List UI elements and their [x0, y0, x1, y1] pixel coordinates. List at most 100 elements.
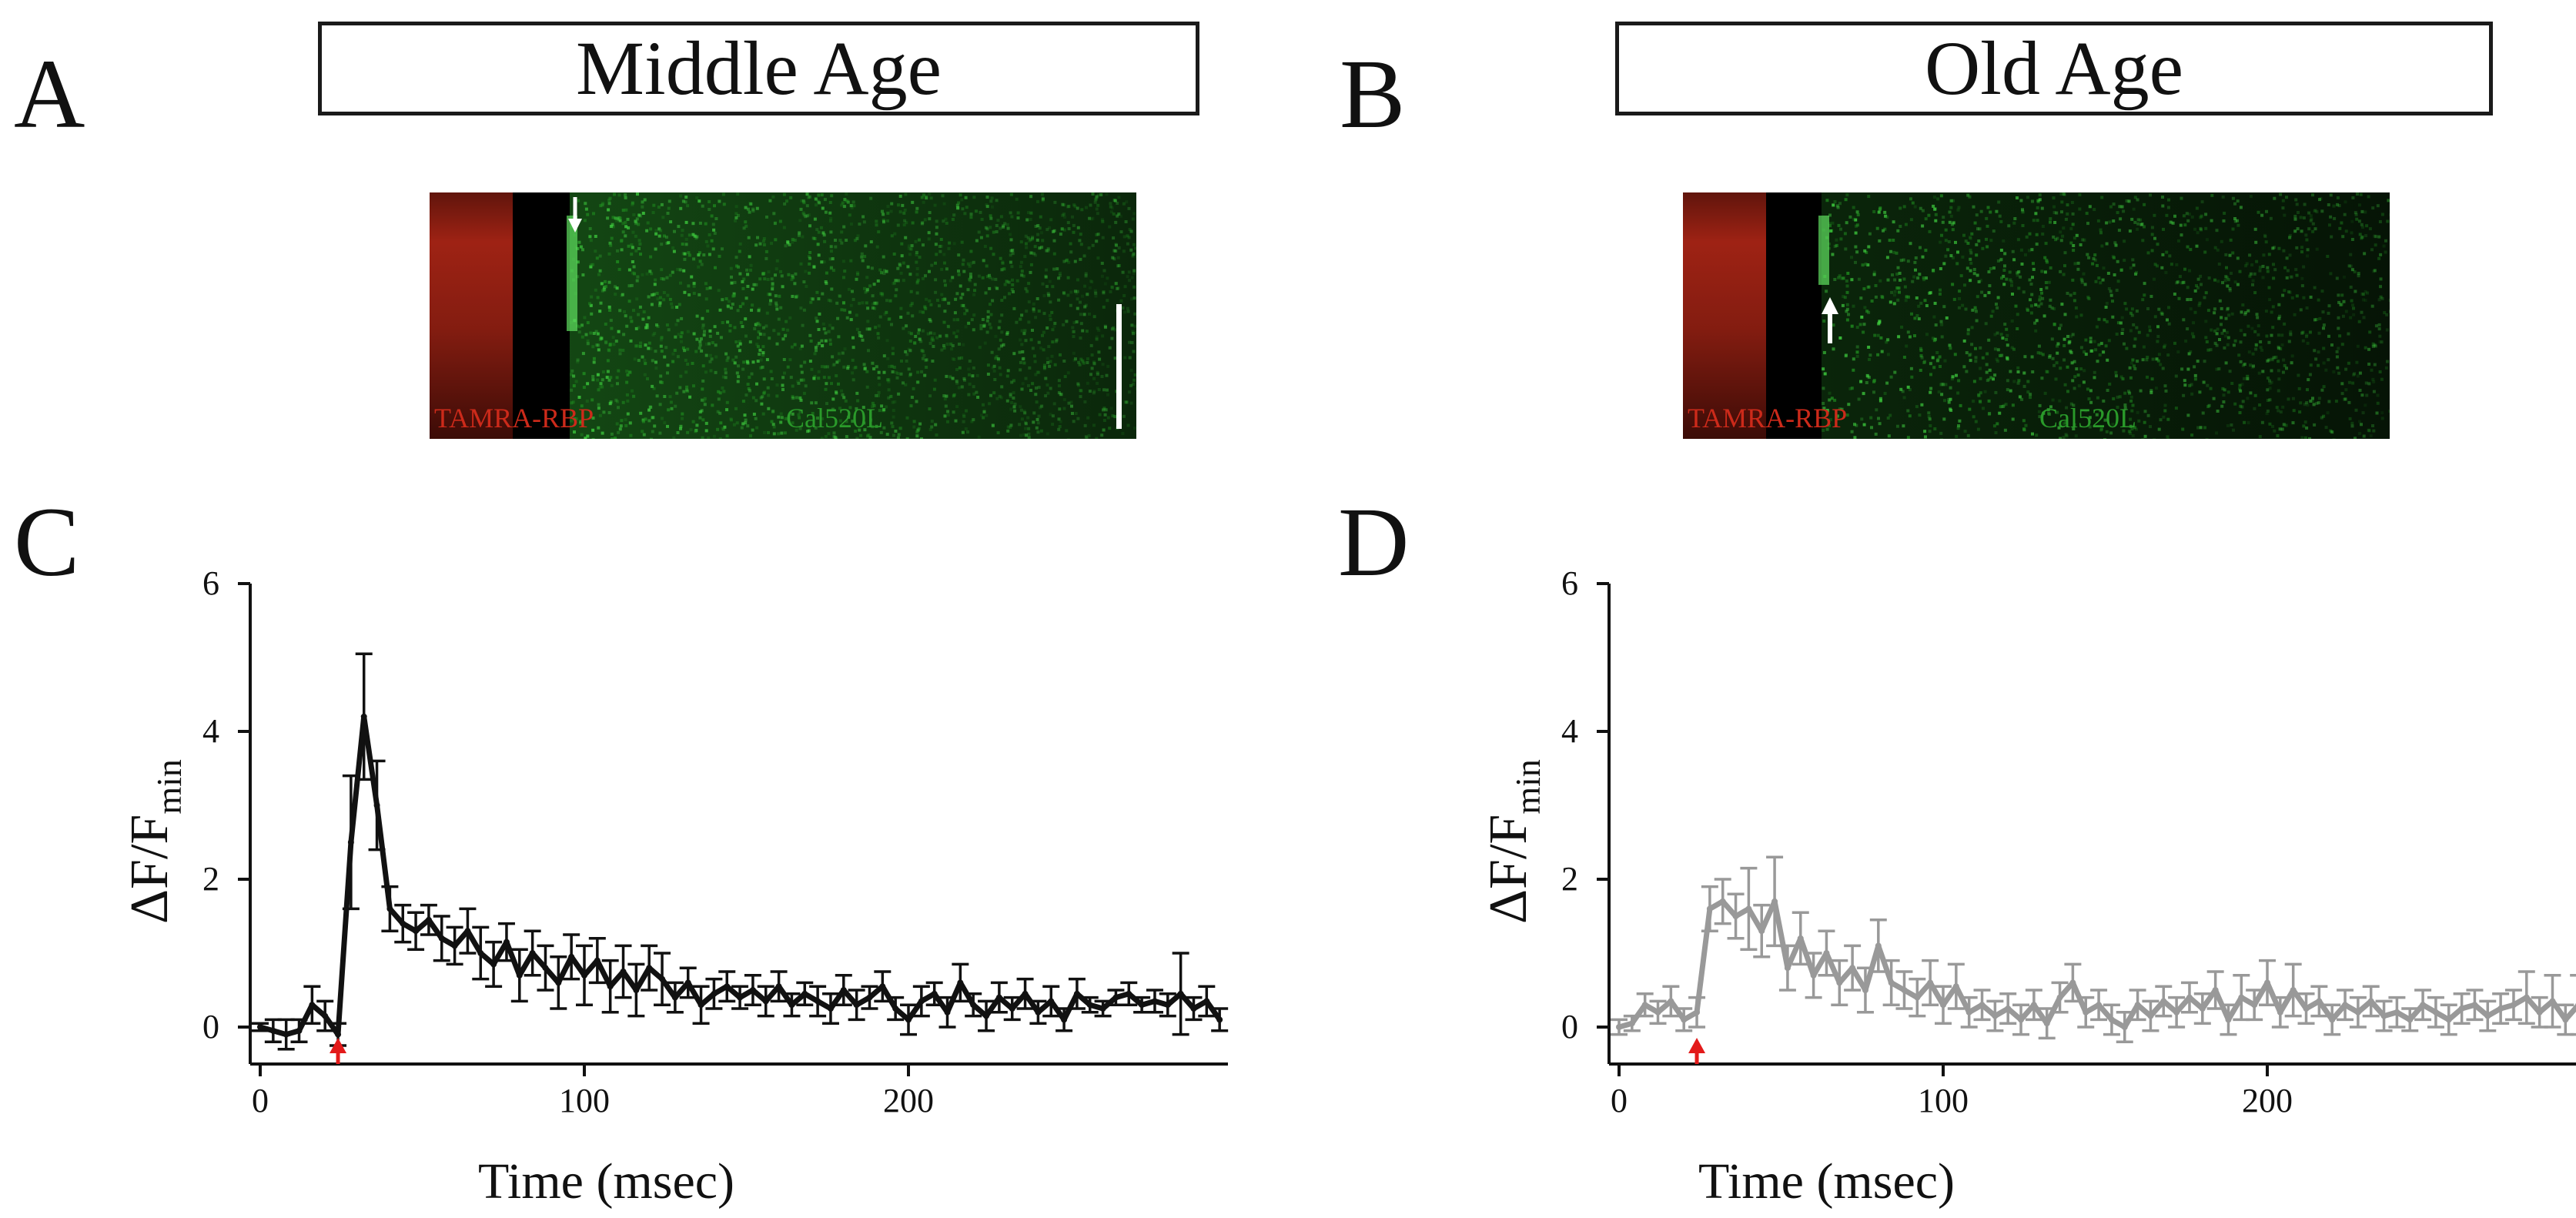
- data-point: [2536, 1009, 2543, 1016]
- data-point: [309, 1002, 316, 1009]
- data-point: [283, 1031, 289, 1038]
- calcium-wavefront: [1818, 216, 1829, 285]
- data-point: [400, 920, 406, 927]
- tamra-rbp-label: TAMRA-RBP: [434, 403, 594, 433]
- y-axis-label: ΔF/Fmin: [1479, 759, 1547, 924]
- data-point: [1681, 1016, 1688, 1023]
- data-point: [1810, 972, 1817, 979]
- error-bars: [1611, 855, 2576, 1043]
- data-point: [2407, 1016, 2414, 1023]
- data-point: [1849, 965, 1856, 972]
- white-arrow-head-icon: [568, 219, 582, 233]
- data-point: [918, 998, 925, 1005]
- data-point: [983, 1012, 990, 1019]
- data-point: [2147, 1012, 2154, 1019]
- data-point: [594, 957, 601, 964]
- panel-letter-b: B: [1340, 39, 1406, 149]
- data-point: [1139, 1002, 1146, 1009]
- data-point: [2458, 1006, 2465, 1012]
- data-point: [347, 839, 354, 845]
- y-axis-label-subscript: min: [149, 759, 189, 815]
- data-point: [1022, 990, 1029, 997]
- old-age-title: Old Age: [1924, 25, 2184, 111]
- data-point: [724, 983, 731, 990]
- data-point: [2445, 1016, 2452, 1023]
- data-point: [1009, 1006, 1015, 1012]
- middle-age-linescan-image: TAMRA-RBP Cal520L: [430, 192, 1136, 439]
- data-point: [2083, 1009, 2089, 1016]
- data-point: [2329, 1016, 2336, 1023]
- data-point: [684, 979, 691, 986]
- fluorescence-speckle: [570, 192, 1136, 439]
- y-axis-label-main: ΔF/F: [1479, 815, 1538, 924]
- data-point: [2562, 1016, 2569, 1023]
- data-point: [1099, 1006, 1106, 1012]
- y-axis-label-main: ΔF/F: [120, 815, 179, 924]
- data-point: [1979, 1002, 1986, 1009]
- data-point: [1784, 965, 1791, 972]
- data-point: [931, 990, 938, 997]
- red-channel-band: [1683, 192, 1766, 439]
- data-point: [1126, 990, 1132, 997]
- data-point: [840, 987, 847, 993]
- data-point: [360, 713, 367, 720]
- y-axis-label: ΔF/Fmin: [120, 759, 189, 924]
- data-point: [542, 965, 549, 972]
- data-point: [1797, 935, 1804, 942]
- data-point: [711, 990, 718, 997]
- data-point: [1151, 998, 1158, 1005]
- data-point: [2043, 1020, 2050, 1027]
- data-point: [438, 935, 445, 942]
- data-point: [2186, 994, 2193, 1001]
- data-point: [1177, 990, 1184, 997]
- data-point: [2367, 998, 2374, 1005]
- data-point: [386, 905, 393, 912]
- data-point: [529, 950, 536, 956]
- data-point: [944, 1009, 951, 1016]
- chart-d: 0 2 4 6 0 100 200 Time (msec) ΔF/Fmin: [1479, 564, 2576, 1210]
- data-point: [555, 979, 562, 986]
- data-point: [1086, 1002, 1093, 1009]
- data-point: [2056, 994, 2063, 1001]
- data-point: [2160, 998, 2167, 1005]
- data-point: [2471, 1002, 2478, 1009]
- data-point: [568, 953, 575, 960]
- data-point: [2303, 1006, 2310, 1012]
- data-point: [1216, 1016, 1223, 1023]
- y-axis-label-subscript: min: [1508, 759, 1547, 815]
- data-point: [607, 983, 614, 990]
- data-point: [1048, 998, 1055, 1005]
- data-point: [2316, 998, 2323, 1005]
- data-point: [257, 1024, 263, 1030]
- data-point: [957, 979, 964, 986]
- data-point: [373, 802, 380, 808]
- data-point: [1732, 913, 1739, 919]
- data-point: [1164, 1002, 1171, 1009]
- data-point: [2380, 1012, 2387, 1019]
- data-point: [970, 1002, 977, 1009]
- data-point: [1875, 942, 1882, 949]
- green-channel-fluorescence: [1822, 192, 2390, 439]
- data-point: [2121, 1024, 2128, 1030]
- data-point: [659, 975, 666, 982]
- data-point: [2523, 994, 2530, 1001]
- data-point: [1706, 905, 1713, 912]
- data-point: [1073, 990, 1080, 997]
- calcium-wavefront: [567, 216, 577, 331]
- data-point: [2173, 1009, 2180, 1016]
- white-arrow-head-icon: [1822, 297, 1838, 314]
- cal520l-label: Cal520L: [786, 403, 883, 433]
- y-tick-label: 0: [202, 1008, 219, 1046]
- data-point: [633, 987, 640, 993]
- data-point: [1952, 983, 1959, 990]
- data-point: [1823, 950, 1830, 956]
- scale-bar: [1116, 304, 1122, 429]
- data-point: [2225, 1016, 2232, 1023]
- data-point: [671, 994, 678, 1001]
- data-point: [269, 1027, 276, 1034]
- data-point: [413, 928, 420, 935]
- data-point: [2510, 1002, 2517, 1009]
- data-point: [1965, 1009, 1972, 1016]
- data-point: [737, 994, 744, 1001]
- data-point: [322, 1012, 329, 1019]
